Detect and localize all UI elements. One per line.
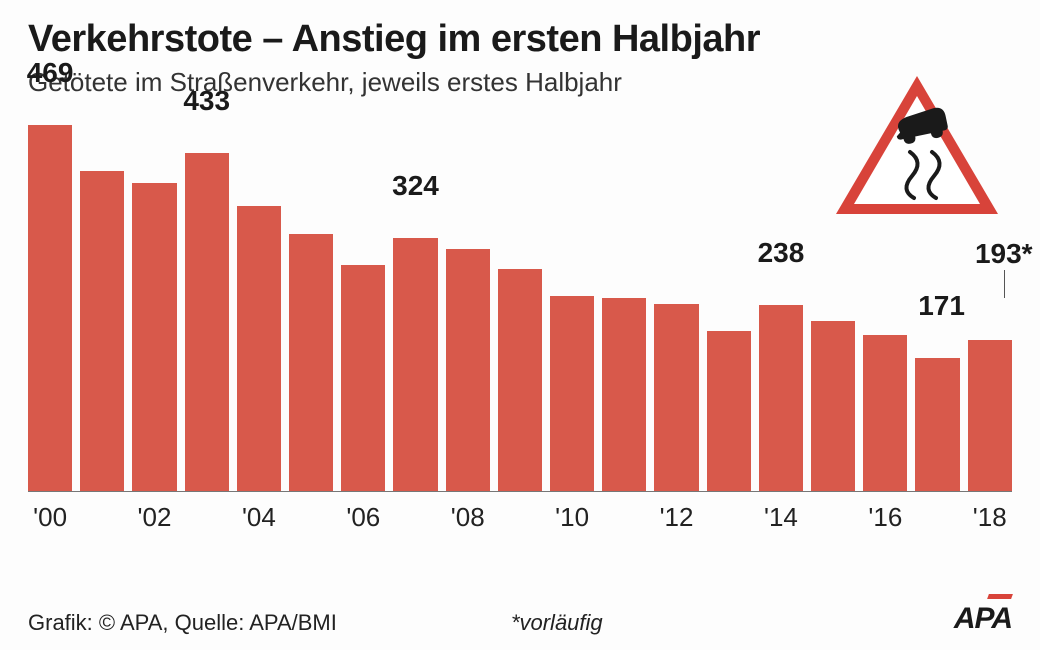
bar-05 — [289, 234, 333, 491]
infographic-container: Verkehrstote – Anstieg im ersten Halbjah… — [0, 0, 1040, 650]
tick-slot: '12 — [654, 492, 698, 542]
x-tick-label: '00 — [33, 502, 67, 533]
tick-slot — [707, 492, 751, 542]
bar-11 — [602, 298, 646, 491]
x-tick-label: '04 — [242, 502, 276, 533]
tick-slot: '14 — [759, 492, 803, 542]
x-axis: '00 '02 '04 '06 '08 '10 '12 '14 '16 '18 — [28, 492, 1012, 542]
tick-slot: '16 — [863, 492, 907, 542]
bar-value-label: 469 — [27, 57, 74, 89]
bar-value-label: 171 — [918, 290, 965, 322]
bar-01 — [80, 171, 124, 491]
bar — [863, 335, 907, 491]
bar-12 — [654, 304, 698, 491]
bar-17: 171 — [915, 358, 959, 491]
bar — [28, 125, 72, 491]
bar-value-label: 324 — [392, 170, 439, 202]
bar — [602, 298, 646, 491]
bar — [341, 265, 385, 491]
tick-slot — [811, 492, 855, 542]
tick-slot — [498, 492, 542, 542]
tick-slot — [393, 492, 437, 542]
apa-logo: APA — [954, 594, 1012, 636]
tick-slot: '06 — [341, 492, 385, 542]
bar-08 — [446, 249, 490, 491]
tick-slot: '10 — [550, 492, 594, 542]
bar-00: 469 — [28, 125, 72, 491]
bar — [237, 206, 281, 491]
x-tick-label: '18 — [973, 502, 1007, 533]
bar-14: 238 — [759, 305, 803, 491]
tick-slot: '18 — [968, 492, 1012, 542]
x-tick-label: '06 — [346, 502, 380, 533]
tick-slot: '00 — [28, 492, 72, 542]
bar-value-label: 238 — [758, 237, 805, 269]
bar-06 — [341, 265, 385, 491]
x-tick-label: '16 — [868, 502, 902, 533]
bar-07: 324 — [393, 238, 437, 491]
tick-slot — [602, 492, 646, 542]
x-tick-label: '12 — [660, 502, 694, 533]
bar — [968, 340, 1012, 491]
footer: Grafik: © APA, Quelle: APA/BMI *vorläufi… — [28, 594, 1012, 636]
bar — [289, 234, 333, 491]
bar-value-label: 193* — [975, 238, 1033, 270]
bar — [185, 153, 229, 491]
bar — [550, 296, 594, 491]
x-tick-label: '02 — [138, 502, 172, 533]
chart-title: Verkehrstote – Anstieg im ersten Halbjah… — [28, 18, 1012, 61]
bar — [707, 331, 751, 491]
bar-10 — [550, 296, 594, 491]
tick-slot: '04 — [237, 492, 281, 542]
bar — [498, 269, 542, 491]
bar — [759, 305, 803, 491]
bar — [393, 238, 437, 491]
bar — [654, 304, 698, 491]
bar-16 — [863, 335, 907, 491]
tick-slot — [289, 492, 333, 542]
tick-slot: '08 — [446, 492, 490, 542]
x-tick-label: '14 — [764, 502, 798, 533]
bar-15 — [811, 321, 855, 491]
bar-value-label: 433 — [183, 85, 230, 117]
tick-slot: '02 — [132, 492, 176, 542]
bar — [915, 358, 959, 491]
bar-04 — [237, 206, 281, 491]
bar — [80, 171, 124, 491]
bar — [132, 183, 176, 491]
bar-09 — [498, 269, 542, 491]
footer-credit: Grafik: © APA, Quelle: APA/BMI — [28, 610, 471, 636]
footer-note: *vorläufig — [471, 610, 954, 636]
bar-13 — [707, 331, 751, 491]
tick-slot — [915, 492, 959, 542]
tick-slot — [80, 492, 124, 542]
bar — [811, 321, 855, 491]
tick-slot — [185, 492, 229, 542]
x-tick-label: '10 — [555, 502, 589, 533]
x-tick-label: '08 — [451, 502, 485, 533]
bar-02 — [132, 183, 176, 491]
bar — [446, 249, 490, 491]
slippery-road-warning-icon — [832, 70, 1002, 220]
bar-03: 433 — [185, 153, 229, 491]
bar-18: 193* — [968, 340, 1012, 491]
